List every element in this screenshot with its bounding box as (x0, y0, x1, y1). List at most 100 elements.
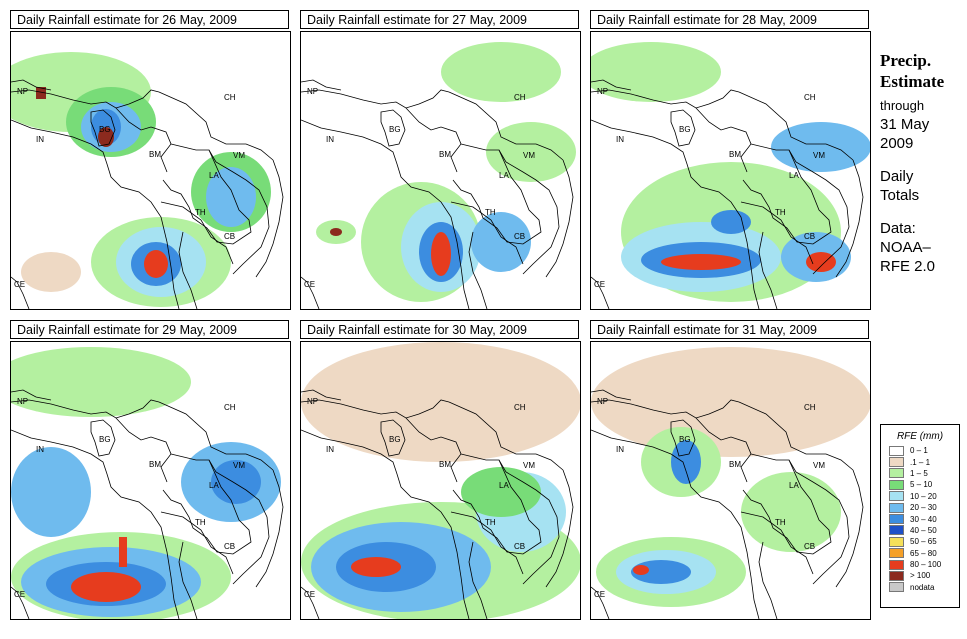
label-vm: VM (523, 461, 535, 470)
label-bg: BG (679, 435, 691, 444)
label-vm: VM (813, 461, 825, 470)
legend-label: 40 – 50 (910, 525, 937, 535)
legend-swatch (889, 468, 904, 479)
legend-swatch (889, 514, 904, 525)
label-la: LA (499, 481, 509, 490)
label-np: NP (307, 397, 318, 406)
label-ch: CH (224, 93, 236, 102)
map-panel-29-may: Daily Rainfall estimate for 29 May, 2009… (10, 320, 291, 620)
legend-title: RFE (mm) (896, 431, 944, 442)
legend-item: 0 – 1 (889, 445, 959, 456)
map-panel-26-may: Daily Rainfall estimate for 26 May, 2009… (10, 10, 291, 310)
label-ch: CH (224, 403, 236, 412)
legend-item: 1 – 5 (889, 468, 959, 479)
label-ch: CH (804, 93, 816, 102)
legend-swatch (889, 491, 904, 502)
label-bm: BM (439, 460, 451, 469)
label-th: TH (195, 518, 206, 527)
label-ce: CE (14, 590, 25, 599)
label-np: NP (597, 397, 608, 406)
legend-label: 20 – 30 (910, 503, 937, 513)
panel-title: Daily Rainfall estimate for 26 May, 2009 (10, 10, 289, 29)
rainfall-map: NP CH IN BG BM VM LA TH CB CE (300, 31, 581, 310)
label-ce: CE (14, 280, 25, 289)
legend-item: nodata (889, 582, 959, 593)
label-bm: BM (149, 150, 161, 159)
label-cb: CB (514, 542, 525, 551)
legend-swatch (889, 457, 904, 468)
label-in: IN (616, 445, 624, 454)
legend-label: .1 – 1 (910, 457, 931, 467)
label-la: LA (209, 171, 219, 180)
source-line1: NOAA– (880, 239, 931, 256)
data-label: Data: (880, 220, 916, 237)
rainfall-map: NP CH IN BG BM VM LA TH CB CE (10, 31, 291, 310)
label-th: TH (775, 208, 786, 217)
label-th: TH (485, 518, 496, 527)
legend-swatch (889, 445, 904, 456)
legend-item: 40 – 50 (889, 525, 959, 536)
label-ch: CH (514, 403, 526, 412)
legend-label: 0 – 1 (910, 446, 928, 456)
label-vm: VM (813, 151, 825, 160)
legend-label: > 100 (910, 571, 931, 581)
label-in: IN (616, 135, 624, 144)
label-bg: BG (679, 125, 691, 134)
estimate-heading: Estimate (880, 72, 945, 91)
label-ce: CE (594, 280, 605, 289)
label-vm: VM (233, 461, 245, 470)
legend-swatch (889, 479, 904, 490)
legend-item: > 100 (889, 570, 959, 581)
legend-item: 10 – 20 (889, 491, 959, 502)
rainfall-map: NP CH IN BG BM VM LA TH CB CE (590, 341, 871, 620)
legend-swatch (889, 548, 904, 559)
legend-swatch (889, 582, 904, 593)
daily-label: Daily (880, 168, 914, 185)
legend-label: 1 – 5 (910, 468, 928, 478)
label-la: LA (789, 481, 799, 490)
source-line2: RFE 2.0 (880, 258, 936, 275)
map-panel-28-may: Daily Rainfall estimate for 28 May, 2009… (590, 10, 871, 310)
label-th: TH (195, 208, 206, 217)
legend-label: 5 – 10 (910, 480, 933, 490)
rainfall-map: NP CH IN BG BM VM LA TH CB CE (300, 341, 581, 620)
label-bm: BM (439, 150, 451, 159)
label-np: NP (17, 87, 28, 96)
legend-label: 65 – 80 (910, 548, 937, 558)
label-in: IN (326, 445, 334, 454)
label-vm: VM (523, 151, 535, 160)
map-panel-27-may: Daily Rainfall estimate for 27 May, 2009… (300, 10, 581, 310)
label-bm: BM (729, 460, 741, 469)
legend-label: 80 – 100 (910, 560, 942, 570)
label-bg: BG (389, 435, 401, 444)
rainfall-map: NP CH IN BG BM VM LA TH CB CE (10, 341, 291, 620)
label-ce: CE (304, 590, 315, 599)
label-la: LA (209, 481, 219, 490)
label-vm: VM (233, 151, 245, 160)
label-cb: CB (224, 232, 235, 241)
legend-swatch (889, 570, 904, 581)
label-in: IN (36, 135, 44, 144)
label-bg: BG (99, 435, 111, 444)
legend-label: 50 – 65 (910, 537, 937, 547)
label-bg: BG (99, 125, 111, 134)
legend-item: 30 – 40 (889, 513, 959, 525)
panel-title: Daily Rainfall estimate for 30 May, 2009 (300, 320, 579, 339)
rainfall-map: NP CH IN BG BM VM LA TH CB CE (590, 31, 871, 310)
label-la: LA (499, 171, 509, 180)
label-in: IN (326, 135, 334, 144)
legend-item: 80 – 100 (889, 559, 959, 570)
legend-item: 65 – 80 (889, 548, 959, 559)
label-cb: CB (224, 542, 235, 551)
map-panel-30-may: Daily Rainfall estimate for 30 May, 2009… (300, 320, 581, 620)
precip-heading: Precip. (880, 51, 932, 70)
label-ce: CE (594, 590, 605, 599)
label-cb: CB (514, 232, 525, 241)
label-bm: BM (729, 150, 741, 159)
label-bm: BM (149, 460, 161, 469)
panel-title: Daily Rainfall estimate for 28 May, 2009 (590, 10, 869, 29)
legend-item: 50 – 65 (889, 536, 959, 547)
label-np: NP (307, 87, 318, 96)
legend-swatch (889, 559, 904, 570)
